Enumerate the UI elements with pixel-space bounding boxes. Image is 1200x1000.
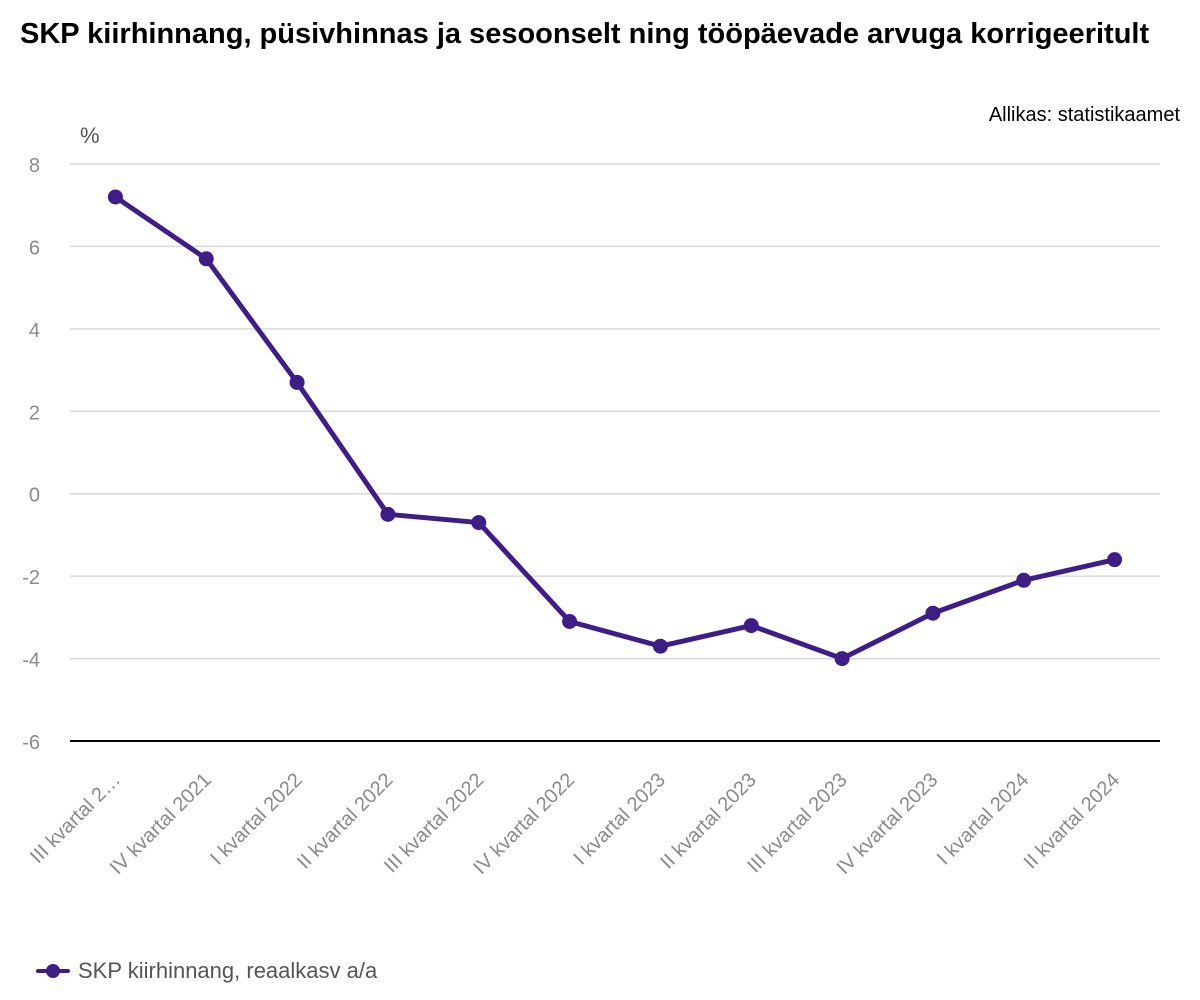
x-tick-label: III kvartal 2… <box>26 769 125 868</box>
series-group <box>107 189 1123 667</box>
data-point[interactable] <box>652 638 668 654</box>
data-point[interactable] <box>471 515 487 531</box>
y-tick-label: -6 <box>22 732 40 754</box>
y-tick-label: 8 <box>29 155 40 177</box>
data-point[interactable] <box>107 189 123 205</box>
y-axis-ticks: 8 6 4 2 0 -2 -4 -6 <box>22 155 40 754</box>
legend[interactable]: SKP kiirhinnang, reaalkasv a/a <box>36 958 377 984</box>
chart-title: SKP kiirhinnang, püsivhinnas ja sesoonse… <box>20 18 1150 50</box>
data-point[interactable] <box>1107 552 1123 568</box>
x-tick-label: I kvartal 2024 <box>933 769 1033 869</box>
data-point[interactable] <box>834 651 850 667</box>
data-point[interactable] <box>289 374 305 390</box>
y-tick-label: 6 <box>29 237 40 259</box>
y-tick-label: 2 <box>29 402 40 424</box>
y-axis-unit-label: % <box>80 123 100 148</box>
series-line <box>112 194 1118 662</box>
line-chart: 8 6 4 2 0 -2 -4 -6 % III kvartal 2…IV kvartal 2… <box>22 123 1160 879</box>
y-tick-label: 4 <box>29 320 40 342</box>
data-point[interactable] <box>198 251 214 267</box>
legend-label: SKP kiirhinnang, reaalkasv a/a <box>78 958 378 983</box>
grid-lines <box>70 163 1160 742</box>
y-tick-label: -2 <box>22 567 40 589</box>
y-tick-label: 0 <box>29 485 40 507</box>
x-tick-label: I kvartal 2022 <box>206 769 306 869</box>
data-point[interactable] <box>562 613 578 629</box>
data-point[interactable] <box>743 618 759 634</box>
x-tick-label: I kvartal 2023 <box>569 769 669 869</box>
x-tick-label: II kvartal 2023 <box>656 769 760 873</box>
x-tick-label: II kvartal 2024 <box>1020 769 1124 873</box>
legend-swatch-icon <box>36 964 70 978</box>
x-tick-label: II kvartal 2022 <box>293 769 397 873</box>
data-point[interactable] <box>925 605 941 621</box>
data-point[interactable] <box>1016 572 1032 588</box>
y-tick-label: -4 <box>22 650 40 672</box>
chart-source: Allikas: statistikaamet <box>988 104 1180 126</box>
data-point[interactable] <box>380 506 396 522</box>
